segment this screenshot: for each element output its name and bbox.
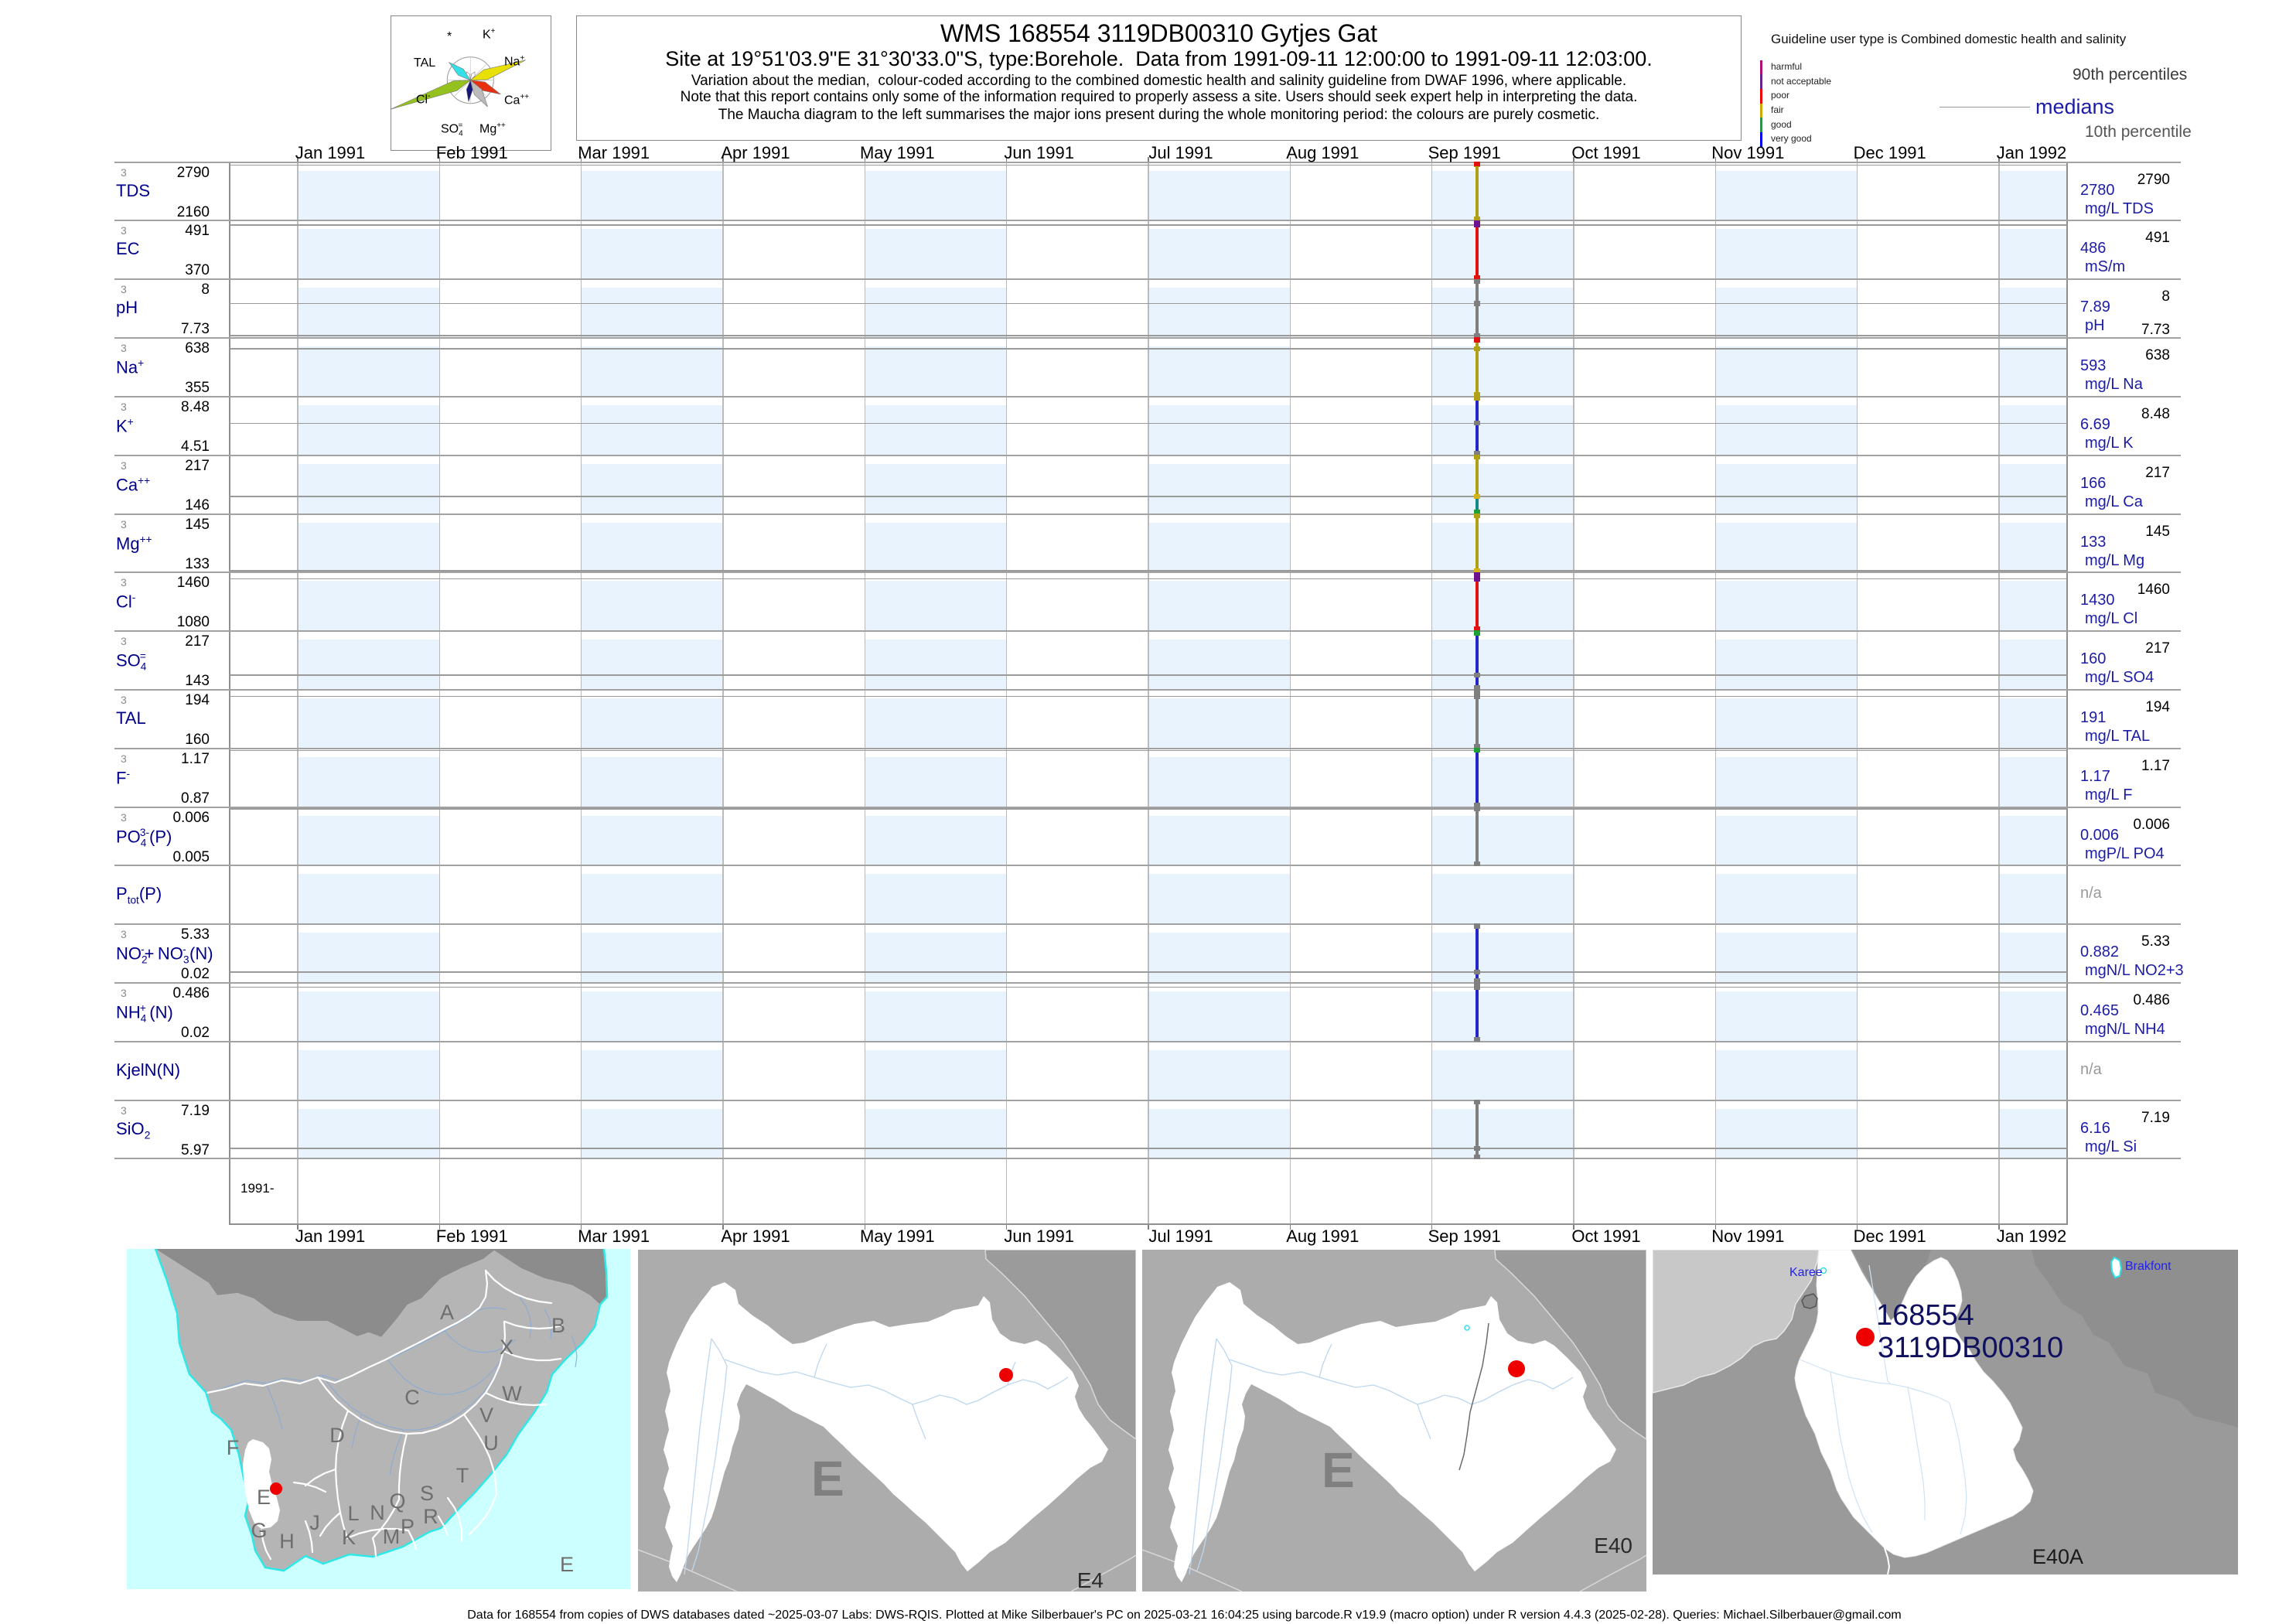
svg-text:G: G: [251, 1519, 267, 1542]
svg-text:F: F: [227, 1436, 240, 1459]
svg-text:3119DB00310: 3119DB00310: [1878, 1332, 2063, 1364]
svg-text:E40: E40: [1594, 1534, 1632, 1557]
svg-text:E: E: [811, 1451, 844, 1506]
svg-text:C: C: [404, 1386, 420, 1409]
svg-text:W: W: [502, 1382, 522, 1405]
svg-text:S: S: [420, 1482, 434, 1505]
svg-text:N: N: [370, 1501, 385, 1524]
svg-text:U: U: [483, 1431, 499, 1455]
svg-text:K: K: [342, 1526, 356, 1549]
svg-text:R: R: [423, 1505, 438, 1528]
svg-text:D: D: [329, 1424, 345, 1447]
svg-text:Q: Q: [389, 1489, 405, 1513]
svg-text:H: H: [279, 1530, 295, 1553]
svg-text:P: P: [401, 1515, 415, 1538]
svg-text:E: E: [257, 1486, 271, 1509]
svg-text:J: J: [309, 1511, 320, 1534]
svg-text:A: A: [440, 1301, 454, 1324]
svg-text:T: T: [456, 1464, 469, 1487]
svg-text:E40A: E40A: [2032, 1545, 2083, 1568]
svg-text:L: L: [347, 1502, 359, 1525]
svg-text:Karee: Karee: [1789, 1266, 1823, 1279]
svg-text:M: M: [383, 1525, 401, 1548]
svg-text:B: B: [551, 1314, 565, 1337]
svg-text:168554: 168554: [1876, 1299, 1974, 1332]
svg-text:E: E: [1322, 1442, 1355, 1498]
svg-text:E4: E4: [1077, 1568, 1104, 1592]
svg-text:E: E: [560, 1553, 574, 1576]
svg-text:X: X: [500, 1336, 513, 1359]
svg-text:V: V: [479, 1404, 493, 1427]
svg-text:Brakfont: Brakfont: [2125, 1260, 2171, 1273]
